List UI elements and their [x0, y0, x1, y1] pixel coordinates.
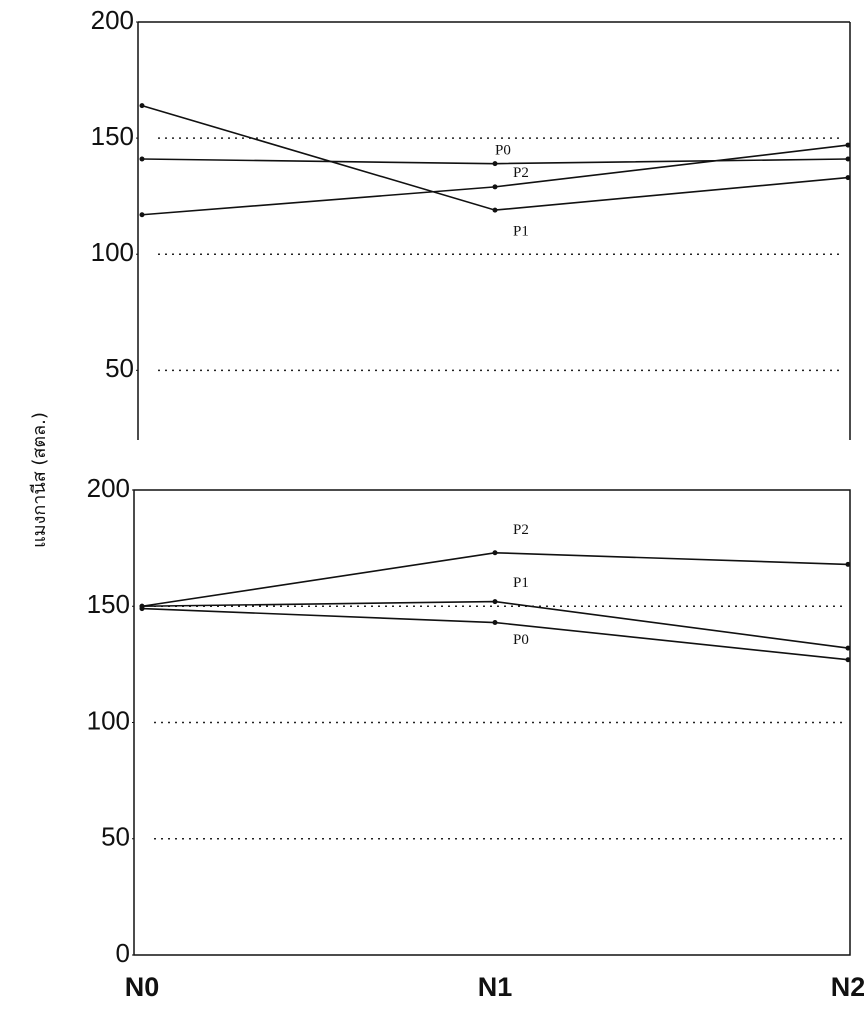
x-tick-label: N2: [831, 972, 864, 1002]
point: [492, 550, 498, 556]
y-tick-label: 0: [116, 938, 130, 968]
point: [845, 657, 851, 663]
series-label: P1: [513, 575, 529, 591]
point: [139, 606, 145, 612]
point: [492, 184, 498, 190]
point: [492, 620, 498, 626]
y-tick-label: 150: [91, 121, 134, 151]
point: [139, 212, 145, 218]
point: [845, 156, 851, 162]
point: [845, 142, 851, 148]
point: [139, 156, 145, 162]
point: [492, 599, 498, 605]
series-line: [141, 551, 849, 608]
point: [492, 161, 498, 167]
point: [845, 561, 851, 567]
y-tick-label: 200: [87, 473, 130, 503]
y-tick-label: 150: [87, 589, 130, 619]
point: [492, 207, 498, 213]
y-tick-label: 100: [91, 237, 134, 267]
point: [845, 175, 851, 181]
y-tick-label: 50: [105, 353, 134, 383]
y-tick-label: 100: [87, 705, 130, 735]
series-label: P2: [513, 165, 529, 181]
series-label: P1: [513, 224, 529, 240]
x-tick-label: N0: [125, 972, 160, 1002]
series-label: P2: [513, 522, 529, 538]
y-axis-label: แมงกานีส (สตล.): [29, 412, 50, 548]
y-tick-label: 200: [91, 5, 134, 35]
x-tick-label: N1: [478, 972, 513, 1002]
series-label: P0: [513, 632, 529, 648]
series-label: P0: [495, 142, 511, 158]
y-tick-label: 50: [101, 822, 130, 852]
point: [845, 645, 851, 651]
point: [139, 103, 145, 109]
